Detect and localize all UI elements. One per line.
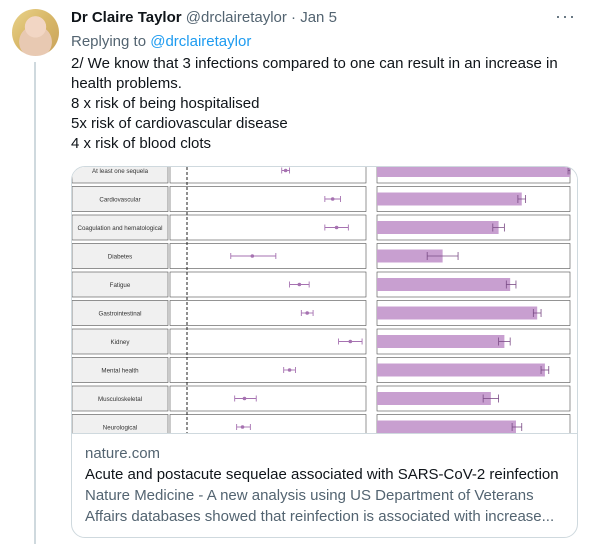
bar bbox=[377, 221, 499, 234]
bar bbox=[377, 335, 505, 348]
card-description-line: Nature Medicine - A new analysis using U… bbox=[85, 487, 534, 504]
point-estimate bbox=[305, 311, 309, 315]
thread-line bbox=[34, 62, 36, 544]
label-box bbox=[72, 300, 169, 326]
label-box bbox=[72, 385, 169, 412]
forest-panel bbox=[169, 300, 367, 326]
tweet-text: 2/ We know that 3 infections compared to… bbox=[71, 54, 581, 154]
replying-handle[interactable]: @drclairetaylor bbox=[150, 33, 252, 50]
point-estimate bbox=[250, 254, 255, 258]
forest-panel bbox=[169, 414, 367, 433]
category-label: Coagulation and hematological bbox=[78, 225, 163, 232]
category-label: Musculoskeletal bbox=[98, 396, 142, 403]
tweet-line: 5x risk of cardiovascular disease bbox=[71, 115, 288, 132]
point-estimate bbox=[348, 339, 353, 344]
tweet-header: Dr Claire Taylor @drclairetaylor · Jan 5 bbox=[71, 9, 337, 26]
bar bbox=[377, 420, 516, 433]
bar bbox=[377, 363, 545, 377]
card-description: Nature Medicine - A new analysis using U… bbox=[85, 485, 565, 527]
tweet-line: 2/ We know that 3 infections compared to… bbox=[71, 55, 558, 92]
label-box bbox=[72, 167, 169, 184]
bar bbox=[377, 392, 491, 405]
bar bbox=[377, 192, 522, 206]
category-label: Mental health bbox=[101, 368, 139, 375]
label-box bbox=[72, 271, 169, 298]
point-estimate bbox=[242, 396, 247, 401]
forest-panel bbox=[169, 385, 367, 412]
card-meta: nature.com Acute and postacute sequelae … bbox=[85, 445, 565, 527]
chart-svg: At least one sequela Cardiovascular Coagul… bbox=[72, 167, 571, 433]
bar bbox=[377, 306, 538, 320]
label-box bbox=[72, 414, 169, 433]
bar bbox=[377, 167, 570, 177]
category-label: Kidney bbox=[111, 339, 131, 346]
separator-dot: · bbox=[291, 9, 297, 26]
label-box bbox=[72, 243, 169, 269]
point-estimate bbox=[287, 368, 292, 372]
point-estimate bbox=[330, 197, 335, 201]
category-label: Gastrointestinal bbox=[99, 311, 142, 318]
link-card[interactable]: At least one sequela Cardiovascular Coagul… bbox=[71, 166, 578, 538]
label-box bbox=[72, 214, 169, 241]
forest-panel bbox=[169, 357, 367, 383]
point-estimate bbox=[297, 282, 302, 287]
more-horizontal-icon[interactable]: ··· bbox=[555, 6, 576, 26]
category-label: Cardiovascular bbox=[99, 197, 140, 204]
card-description-line: Affairs databases showed that reinfectio… bbox=[85, 508, 555, 525]
tweet-date[interactable]: Jan 5 bbox=[300, 9, 337, 26]
tweet-line: 4 x risk of blood clots bbox=[71, 135, 212, 152]
label-box bbox=[72, 186, 169, 212]
card-image-chart: At least one sequela Cardiovascular Coagul… bbox=[72, 167, 577, 434]
tweet-line: 8 x risk of being hospitalised bbox=[71, 95, 260, 112]
replying-to: Replying to @drclairetaylor bbox=[71, 33, 251, 50]
forest-panel bbox=[169, 271, 367, 298]
point-estimate bbox=[283, 168, 288, 173]
bar bbox=[377, 278, 511, 291]
author-name[interactable]: Dr Claire Taylor bbox=[71, 9, 182, 26]
replying-prefix: Replying to bbox=[71, 33, 147, 50]
forest-panel bbox=[169, 328, 367, 355]
point-estimate bbox=[240, 425, 245, 429]
author-handle[interactable]: @drclairetaylor bbox=[185, 9, 287, 26]
label-box bbox=[72, 328, 169, 355]
card-domain: nature.com bbox=[85, 445, 161, 462]
label-box bbox=[72, 357, 169, 383]
category-label: Diabetes bbox=[108, 254, 132, 261]
card-title[interactable]: Acute and postacute sequelae associated … bbox=[85, 466, 559, 483]
bar bbox=[377, 249, 443, 263]
category-label: At least one sequela bbox=[92, 168, 149, 175]
point-estimate bbox=[334, 225, 339, 230]
category-label: Neurological bbox=[103, 425, 137, 432]
category-label: Fatigue bbox=[110, 282, 131, 289]
forest-panel bbox=[169, 167, 367, 184]
avatar[interactable] bbox=[12, 9, 59, 56]
